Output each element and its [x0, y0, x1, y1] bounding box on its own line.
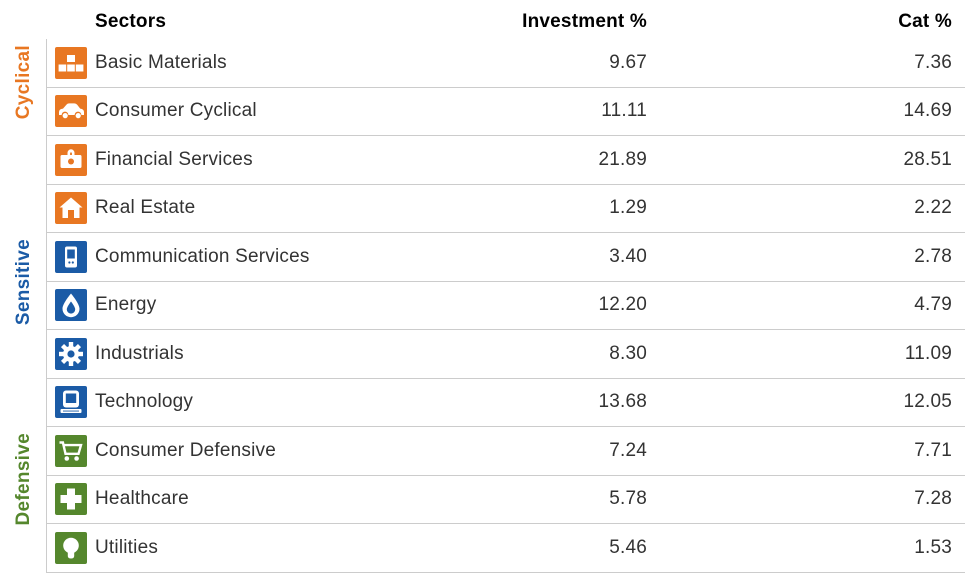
healthcare-icon [55, 483, 87, 516]
sector-name: Energy [95, 294, 157, 316]
real-estate-icon [55, 192, 87, 225]
communication-services-icon [55, 240, 87, 273]
utilities-icon [55, 531, 87, 564]
investment-pct-value: 1.29 [609, 197, 647, 219]
cat-pct-value: 14.69 [903, 100, 952, 122]
cat-pct-value: 7.71 [914, 439, 952, 461]
consumer-cyclical-icon [55, 95, 87, 128]
cat-pct-value: 4.79 [914, 294, 952, 316]
table-body: Basic Materials 9.67 7.36 Consumer Cycli… [46, 39, 965, 573]
table-row: Healthcare 5.78 7.28 [46, 476, 965, 524]
cat-pct-value: 2.22 [914, 197, 952, 219]
table-row: Communication Services 3.40 2.78 [46, 233, 965, 282]
table-row: Consumer Cyclical 11.11 14.69 [46, 88, 965, 136]
sector-name: Industrials [95, 342, 184, 364]
sector-name: Real Estate [95, 197, 196, 219]
sector-name: Healthcare [95, 488, 189, 510]
cat-pct-value: 28.51 [903, 148, 952, 170]
sector-name: Consumer Defensive [95, 439, 277, 461]
table-header: Sectors Investment % Cat % [46, 0, 965, 39]
table-row: Real Estate 1.29 2.22 [46, 185, 965, 233]
column-header-sectors: Sectors [95, 11, 167, 32]
table-row: Utilities 5.46 1.53 [46, 524, 965, 573]
group-label-cyclical: Cyclical [13, 45, 34, 120]
table-row: Financial Services 21.89 28.51 [46, 136, 965, 185]
column-header-cat-pct: Cat % [898, 11, 952, 32]
consumer-defensive-icon [55, 434, 87, 467]
investment-pct-value: 21.89 [598, 148, 647, 170]
sector-name: Utilities [95, 536, 159, 558]
sector-name: Technology [95, 391, 194, 413]
energy-icon [55, 289, 87, 322]
group-label-sensitive: Sensitive [13, 239, 34, 326]
investment-pct-value: 9.67 [609, 51, 647, 73]
cat-pct-value: 2.78 [914, 245, 952, 267]
cat-pct-value: 7.36 [914, 51, 952, 73]
investment-pct-value: 5.78 [609, 488, 647, 510]
group-rail-divider [46, 39, 47, 572]
investment-pct-value: 13.68 [598, 391, 647, 413]
sector-name: Financial Services [95, 148, 253, 170]
financial-services-icon [55, 143, 87, 176]
cat-pct-value: 1.53 [914, 536, 952, 558]
investment-pct-value: 12.20 [598, 294, 647, 316]
investment-pct-value: 11.11 [601, 100, 647, 122]
industrials-icon [55, 337, 87, 370]
investment-pct-value: 7.24 [609, 439, 647, 461]
table-row: Basic Materials 9.67 7.36 [46, 39, 965, 88]
investment-pct-value: 5.46 [609, 536, 647, 558]
sector-name: Basic Materials [95, 51, 227, 73]
investment-pct-value: 8.30 [609, 342, 647, 364]
technology-icon [55, 386, 87, 419]
column-header-investment-pct: Investment % [522, 11, 647, 32]
cat-pct-value: 7.28 [914, 488, 952, 510]
cat-pct-value: 11.09 [904, 342, 952, 364]
table-row: Consumer Defensive 7.24 7.71 [46, 427, 965, 476]
investment-pct-value: 3.40 [609, 245, 647, 267]
sector-name: Communication Services [95, 245, 310, 267]
cat-pct-value: 12.05 [903, 391, 952, 413]
table-row: Energy 12.20 4.79 [46, 282, 965, 330]
table-row: Technology 13.68 12.05 [46, 379, 965, 427]
group-label-defensive: Defensive [13, 433, 34, 526]
basic-materials-icon [55, 46, 87, 79]
table-row: Industrials 8.30 11.09 [46, 330, 965, 379]
sector-name: Consumer Cyclical [95, 100, 257, 122]
